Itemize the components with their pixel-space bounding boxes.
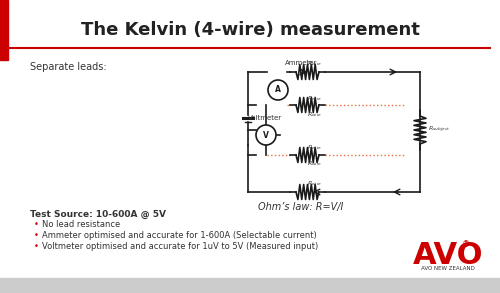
Text: •: •	[34, 242, 39, 251]
Text: Voltmeter optimised and accurate for 1uV to 5V (Measured input): Voltmeter optimised and accurate for 1uV…	[42, 242, 318, 251]
Text: Ammeter optimised and accurate for 1-600A (Selectable current): Ammeter optimised and accurate for 1-600…	[42, 231, 317, 240]
Text: ®: ®	[462, 241, 470, 250]
Text: $R_{wire}$: $R_{wire}$	[307, 95, 322, 103]
Text: $R_{wire}$: $R_{wire}$	[307, 179, 322, 188]
Text: •: •	[34, 231, 39, 240]
Text: Test Source: 10-600A @ 5V: Test Source: 10-600A @ 5V	[30, 210, 166, 219]
Text: $R_{wire}$: $R_{wire}$	[307, 110, 322, 120]
Text: A: A	[275, 86, 281, 95]
Bar	[0, 278, 500, 293]
Text: $R_{wire}$: $R_{wire}$	[307, 59, 322, 68]
Text: Ammeter: Ammeter	[285, 60, 318, 66]
Text: AVO: AVO	[413, 241, 483, 270]
Text: $R_{wire}$: $R_{wire}$	[307, 160, 322, 168]
Text: No lead resistance: No lead resistance	[42, 220, 120, 229]
Bar	[0, 0, 8, 60]
Text: $R_{subject}$: $R_{subject}$	[428, 125, 450, 135]
Text: $R_{wire}$: $R_{wire}$	[307, 144, 322, 152]
Text: •: •	[34, 220, 39, 229]
Circle shape	[268, 80, 288, 100]
Text: The Kelvin (4-wire) measurement: The Kelvin (4-wire) measurement	[80, 21, 419, 39]
Text: Voltmeter: Voltmeter	[248, 115, 282, 121]
Circle shape	[256, 125, 276, 145]
Text: Separate leads:: Separate leads:	[30, 62, 106, 72]
Text: V: V	[263, 130, 269, 139]
Text: AVO NEW ZEALAND: AVO NEW ZEALAND	[421, 265, 475, 270]
Text: Ohm’s law: R=V/I: Ohm’s law: R=V/I	[258, 202, 344, 212]
